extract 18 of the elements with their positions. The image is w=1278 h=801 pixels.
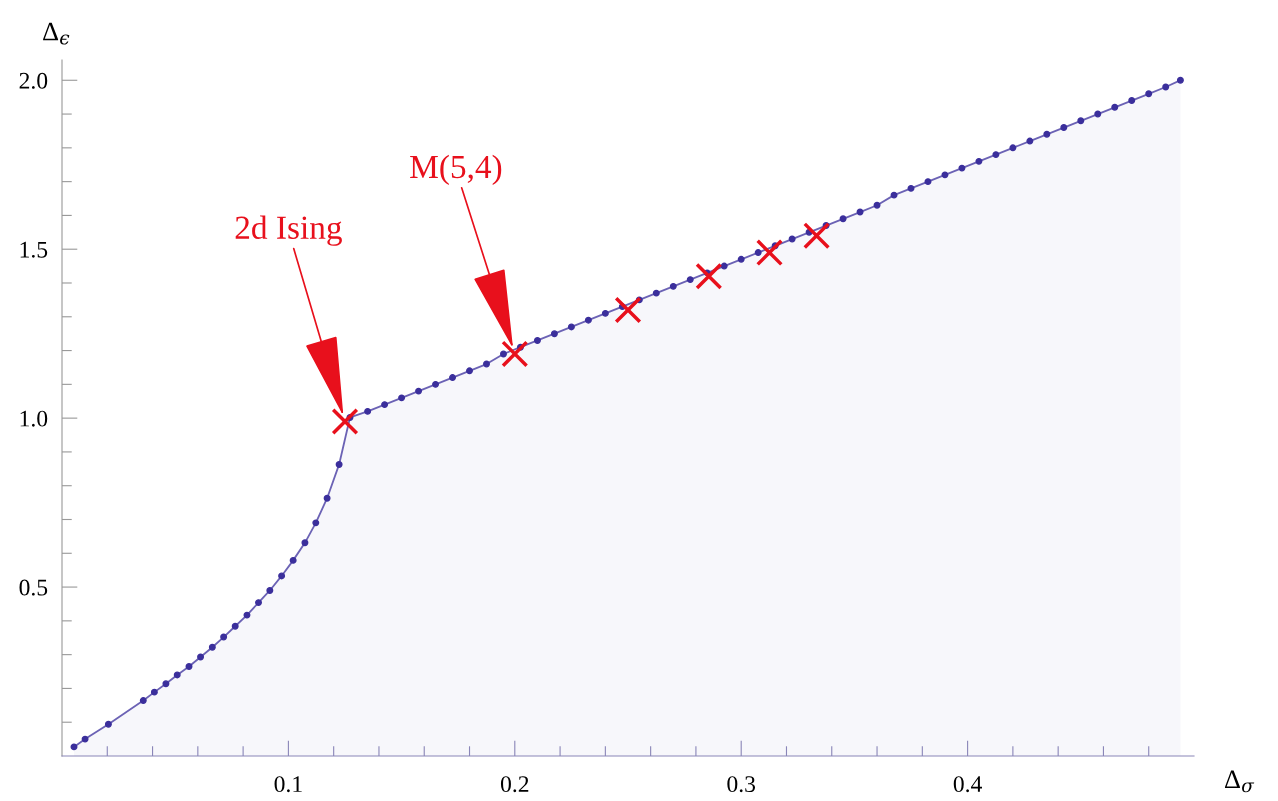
x-tick-label: 0.4 (953, 776, 982, 793)
point (614, 296, 642, 324)
y-tick-label: 2.0 (19, 72, 48, 89)
x-tick-label: 0.1 (274, 776, 302, 793)
y-tick-label: 0.5 (19, 579, 48, 596)
x-tick-label: 0.3 (727, 776, 756, 793)
point (501, 340, 529, 368)
point (695, 262, 723, 290)
x-axis-title: Δ$_{σ}$ (1224, 770, 1255, 793)
point (755, 239, 784, 267)
y-axis-title: Δ$_{ϵ}$ (43, 22, 70, 45)
y-tick-label: 1.0 (20, 410, 48, 427)
point (331, 407, 359, 436)
annotation: 2d Ising (235, 215, 342, 246)
x-tick-label: 0.2 (500, 776, 529, 793)
annotation: M(5,4) (410, 154, 502, 186)
y-tick-label: 1.5 (20, 241, 48, 258)
point (803, 222, 831, 250)
